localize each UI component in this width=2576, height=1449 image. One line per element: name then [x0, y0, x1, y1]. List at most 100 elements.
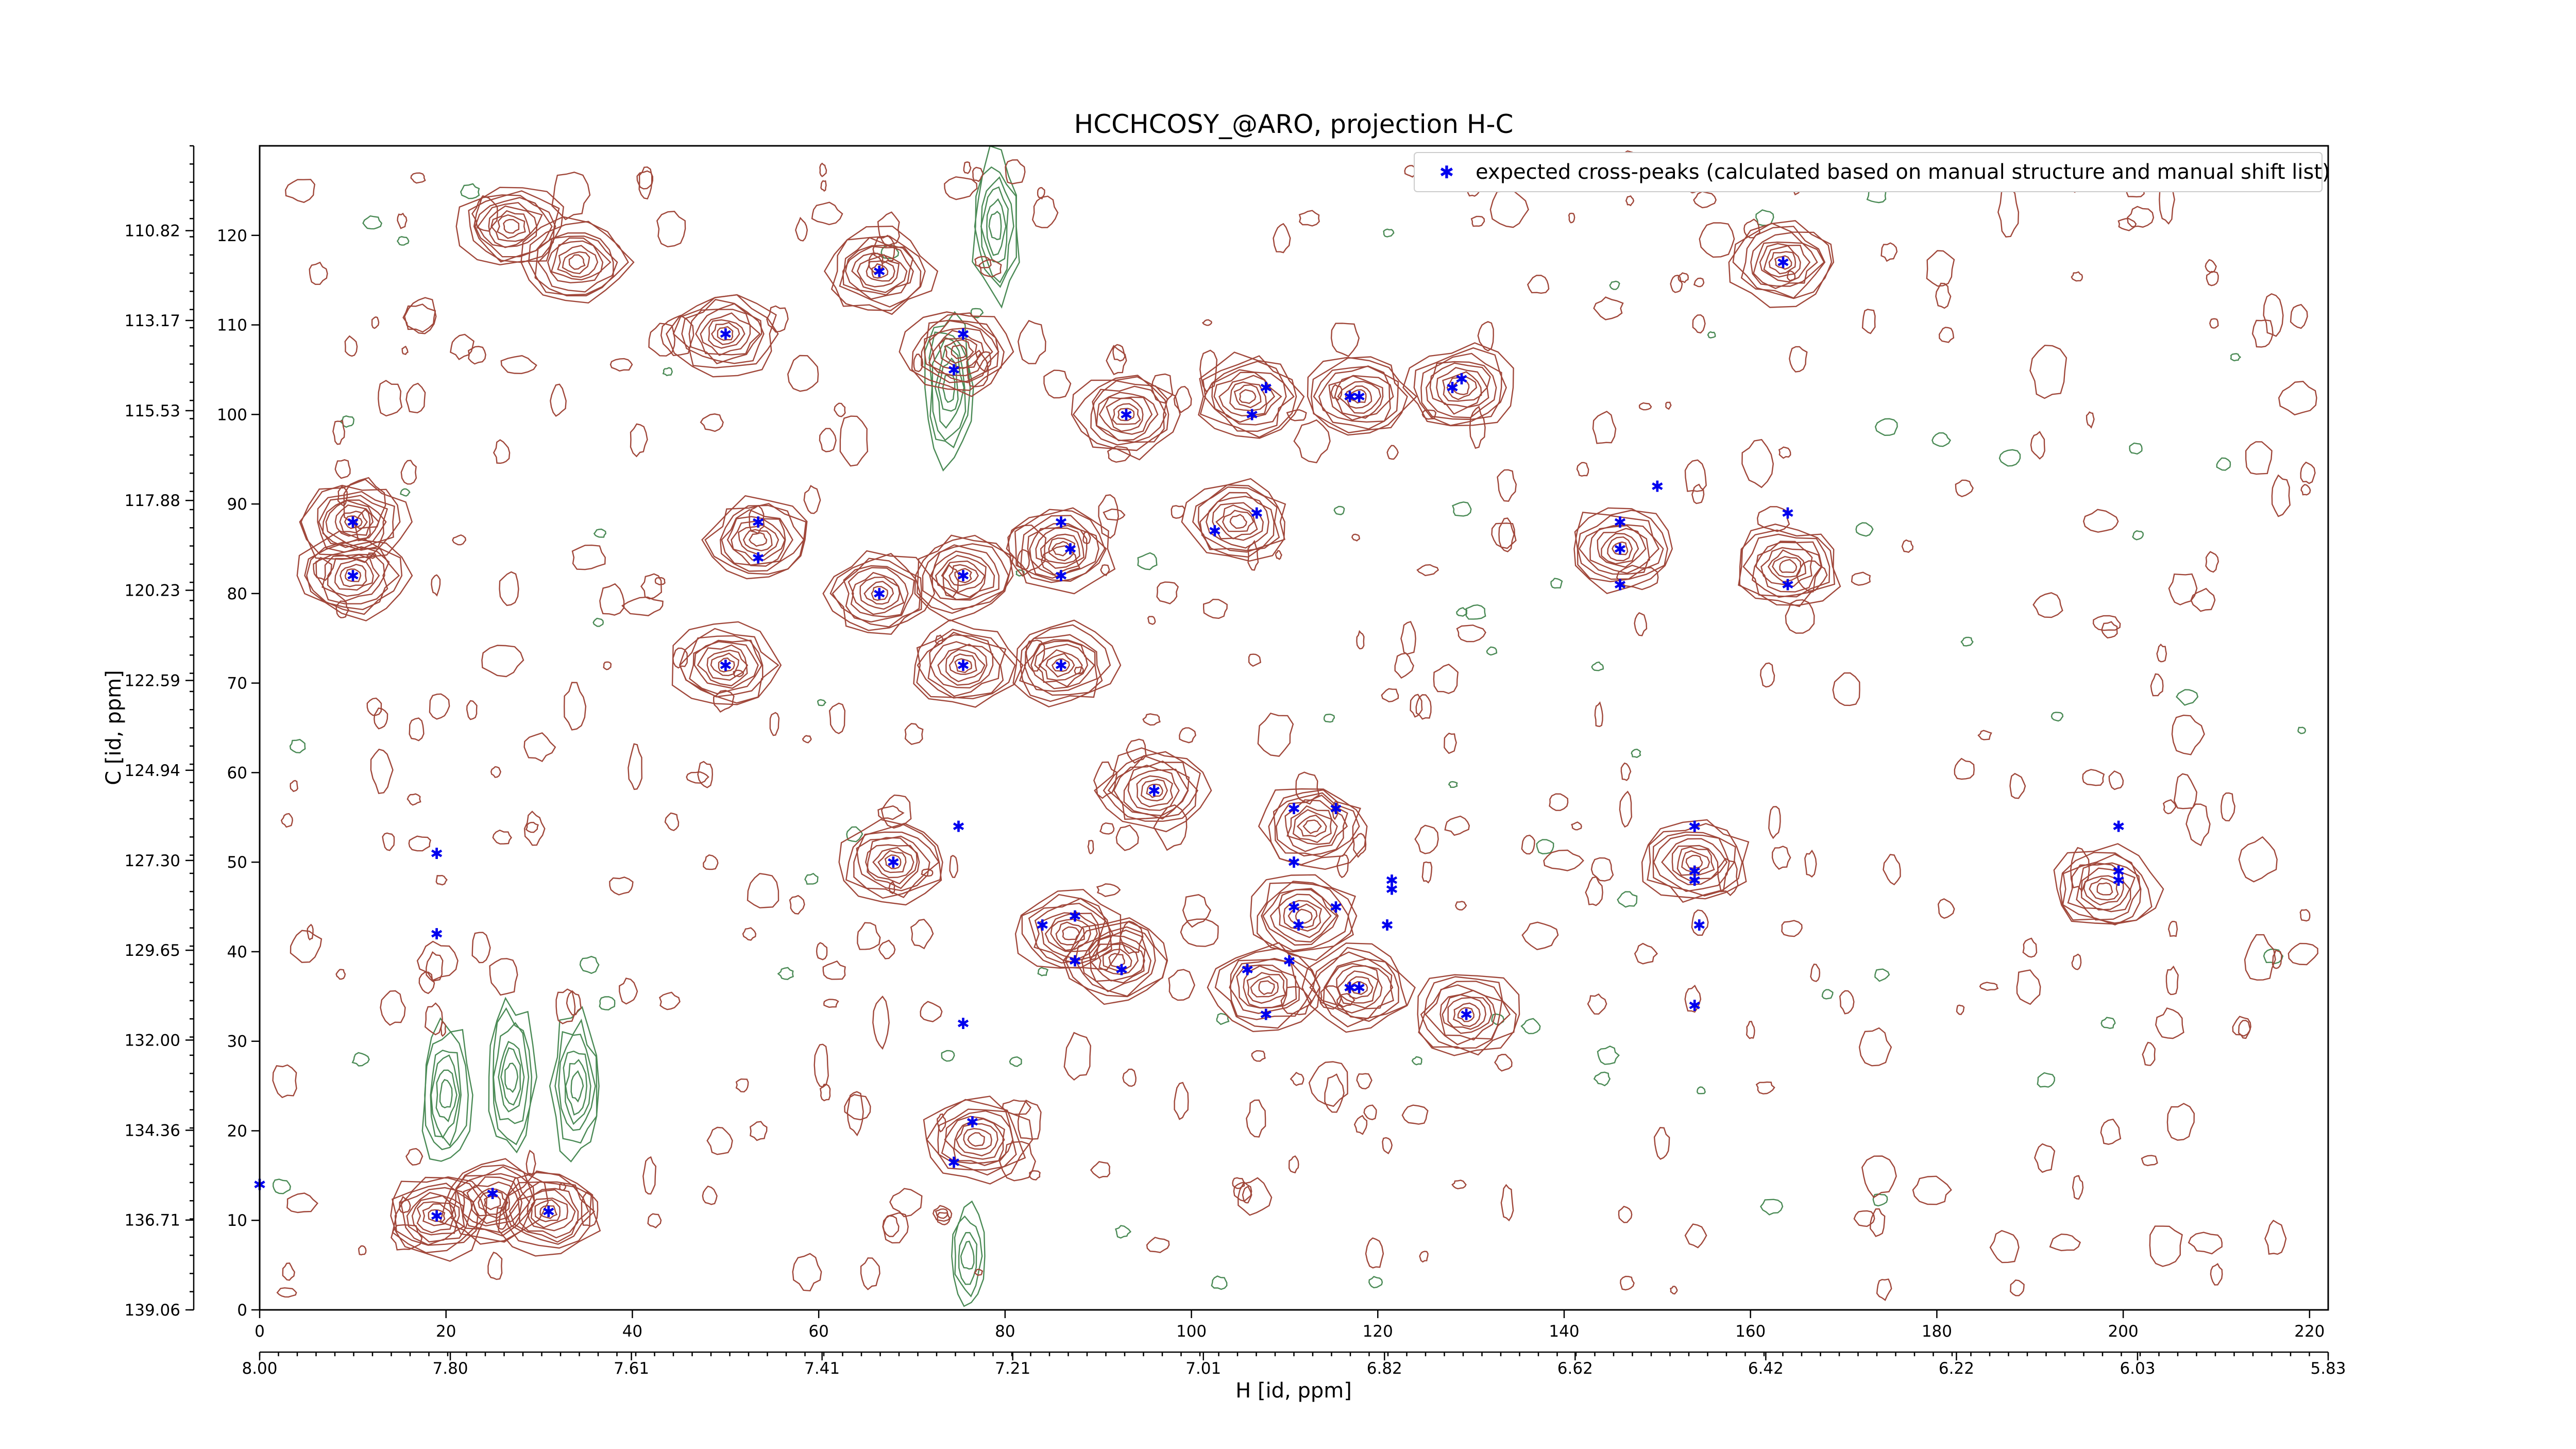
- positive-contour-line: [844, 244, 914, 296]
- positive-contour-line: [1117, 408, 1135, 422]
- positive-contour-line: [1763, 245, 1801, 278]
- x-index-tick-label: 120: [1363, 1322, 1393, 1341]
- noise-contour-line: [1112, 344, 1126, 362]
- positive-contour-line: [334, 558, 374, 591]
- positive-contour-line: [845, 822, 943, 899]
- positive-contour-line: [1030, 640, 1095, 689]
- positive-contour-line: [1313, 365, 1399, 430]
- x-ppm-tick-label: 6.62: [1557, 1359, 1593, 1378]
- positive-contour-line: [872, 847, 914, 879]
- positive-contour-line: [1447, 997, 1487, 1030]
- positive-contour-line: [700, 312, 751, 356]
- negative-contour-line: [421, 1017, 473, 1162]
- positive-contour-line: [706, 649, 749, 681]
- noise-contour-line: [493, 439, 511, 464]
- noise-contour-line: [1926, 250, 1955, 287]
- noise-contour-line: [435, 874, 448, 886]
- y-index-tick-label: 110: [217, 316, 247, 335]
- negative-noise-contour-line: [1333, 506, 1345, 515]
- positive-contour-line: [1767, 549, 1807, 583]
- noise-contour-line: [1098, 494, 1120, 539]
- y-ppm-tick-label: 113.17: [125, 312, 180, 330]
- positive-contour-line: [1307, 357, 1418, 436]
- positive-contour-line: [1759, 243, 1811, 283]
- noise-contour-line: [1007, 524, 1047, 577]
- positive-contour-line: [916, 628, 1016, 700]
- positive-contour-line: [742, 529, 773, 552]
- negative-noise-contour-line: [846, 826, 863, 843]
- y-index-tick-label: 120: [217, 227, 247, 245]
- noise-contour-line: [1785, 599, 1815, 634]
- noise-contour-line: [1745, 1021, 1755, 1039]
- positive-contour-line: [843, 565, 915, 623]
- positive-contour-line: [1296, 814, 1327, 837]
- expected-peak-marker: ✱: [2112, 863, 2125, 881]
- x-ppm-tick-label: 6.03: [2120, 1359, 2155, 1378]
- noise-contour-line: [466, 700, 478, 720]
- negative-noise-contour-line: [460, 183, 480, 199]
- positive-contour-line: [839, 237, 922, 308]
- positive-contour-line: [1020, 624, 1111, 702]
- noise-contour-line: [563, 682, 587, 731]
- expected-peak-marker: ✱: [1343, 389, 1356, 407]
- positive-contour-line: [1268, 789, 1362, 866]
- noise-contour-line: [2173, 773, 2198, 810]
- expected-peak-marker: ✱: [957, 326, 970, 344]
- noise-contour-line: [431, 574, 441, 597]
- noise-contour-line: [1319, 985, 1342, 1010]
- noise-contour-line: [1115, 824, 1139, 851]
- noise-contour-line: [1634, 942, 1658, 965]
- noise-contour-line: [471, 195, 498, 232]
- positive-contour-line: [406, 1192, 465, 1243]
- positive-contour-line: [1096, 943, 1139, 975]
- expected-peak-marker: ✱: [1688, 863, 1701, 881]
- noise-contour-line: [2205, 551, 2219, 573]
- negative-noise-contour-line: [362, 215, 383, 230]
- positive-contour-line: [666, 294, 777, 378]
- noise-contour-line: [974, 1269, 984, 1276]
- positive-contour-line: [2067, 862, 2141, 921]
- negative-contour-line: [988, 210, 1002, 241]
- expected-peak-marker: ✱: [752, 549, 765, 567]
- negative-noise-contour-line: [1037, 967, 1049, 976]
- noise-contour-line: [374, 707, 388, 730]
- expected-peak-marker: ✱: [752, 514, 765, 532]
- positive-contour-line: [697, 644, 748, 686]
- negative-noise-contour-line: [1760, 1199, 1784, 1216]
- noise-contour-line: [499, 571, 519, 606]
- positive-contour-line: [1262, 888, 1339, 946]
- positive-contour-line: [963, 1127, 992, 1150]
- noise-contour-line: [2009, 772, 2026, 799]
- positive-contour-line: [924, 320, 999, 383]
- noise-contour-line: [397, 212, 408, 229]
- positive-contour-line: [1140, 779, 1168, 802]
- negative-contour-line: [435, 1069, 457, 1123]
- negative-contour-line: [954, 1215, 983, 1298]
- noise-contour-line: [2101, 621, 2118, 639]
- negative-noise-contour-line: [1456, 607, 1468, 617]
- noise-contour-line: [2168, 573, 2198, 605]
- positive-contour-line: [1768, 251, 1797, 275]
- negative-noise-contour-line: [1009, 1056, 1022, 1067]
- negative-noise-contour-line: [1617, 891, 1638, 908]
- noise-contour-line: [1469, 406, 1486, 449]
- positive-contour-line: [472, 1188, 511, 1219]
- positive-contour-line: [1107, 755, 1198, 820]
- noise-contour-line: [2221, 792, 2235, 822]
- noise-contour-line: [1989, 1229, 2020, 1263]
- noise-contour-line: [1295, 771, 1320, 805]
- x-index-tick-label: 220: [2294, 1322, 2325, 1341]
- noise-contour-line: [878, 939, 896, 959]
- positive-contour-line: [1092, 385, 1167, 443]
- x-ppm-tick-label: 5.83: [2310, 1359, 2346, 1378]
- noise-contour-line: [1489, 190, 1529, 228]
- noise-contour-line: [1576, 462, 1589, 477]
- negative-noise-contour-line: [1383, 228, 1395, 238]
- x-index-tick-label: 200: [2108, 1322, 2139, 1341]
- noise-contour-line: [654, 577, 666, 585]
- positive-contour-line: [1212, 502, 1264, 541]
- noise-contour-line: [418, 971, 435, 995]
- positive-contour-line: [1014, 889, 1122, 970]
- noise-contour-line: [913, 353, 924, 373]
- noise-contour-line: [1414, 824, 1439, 854]
